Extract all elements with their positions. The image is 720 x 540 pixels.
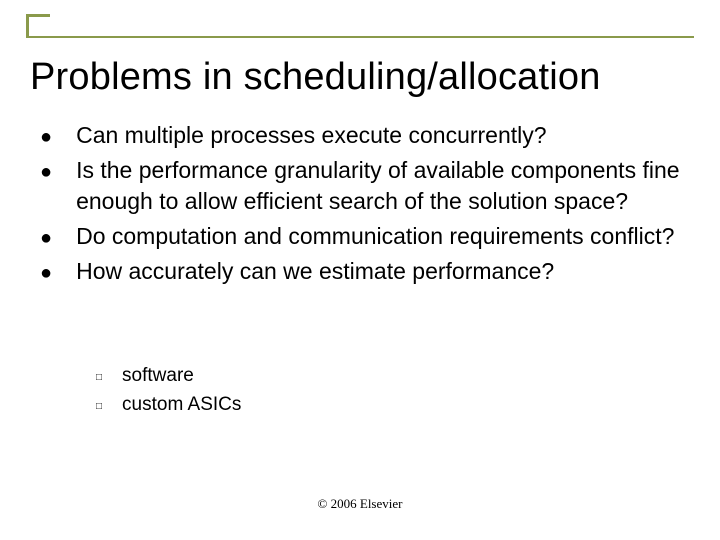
square-bullet-icon: □ xyxy=(96,399,102,414)
square-bullet-icon: □ xyxy=(96,370,102,385)
bullet-item: ● How accurately can we estimate perform… xyxy=(40,256,680,287)
sub-bullet-text: software xyxy=(122,362,194,391)
bullet-text: How accurately can we estimate performan… xyxy=(76,256,554,287)
bullet-text: Is the performance granularity of availa… xyxy=(76,155,680,217)
sub-bullet-list: □ software □ custom ASICs xyxy=(96,362,241,419)
bullet-item: ● Do computation and communication requi… xyxy=(40,221,680,252)
slide-title: Problems in scheduling/allocation xyxy=(30,56,601,99)
bullet-text: Do computation and communication require… xyxy=(76,221,674,252)
sub-bullet-item: □ custom ASICs xyxy=(96,391,241,420)
bullet-dot-icon: ● xyxy=(40,124,52,151)
bullet-text: Can multiple processes execute concurren… xyxy=(76,120,546,151)
bullet-dot-icon: ● xyxy=(40,225,52,252)
main-bullet-list: ● Can multiple processes execute concurr… xyxy=(40,120,680,291)
bullet-dot-icon: ● xyxy=(40,260,52,287)
bullet-item: ● Can multiple processes execute concurr… xyxy=(40,120,680,151)
bullet-dot-icon: ● xyxy=(40,159,52,186)
copyright-footer: © 2006 Elsevier xyxy=(0,496,720,512)
sub-bullet-text: custom ASICs xyxy=(122,391,241,420)
accent-corner xyxy=(26,14,50,38)
horizontal-rule xyxy=(26,36,694,38)
bullet-item: ● Is the performance granularity of avai… xyxy=(40,155,680,217)
sub-bullet-item: □ software xyxy=(96,362,241,391)
